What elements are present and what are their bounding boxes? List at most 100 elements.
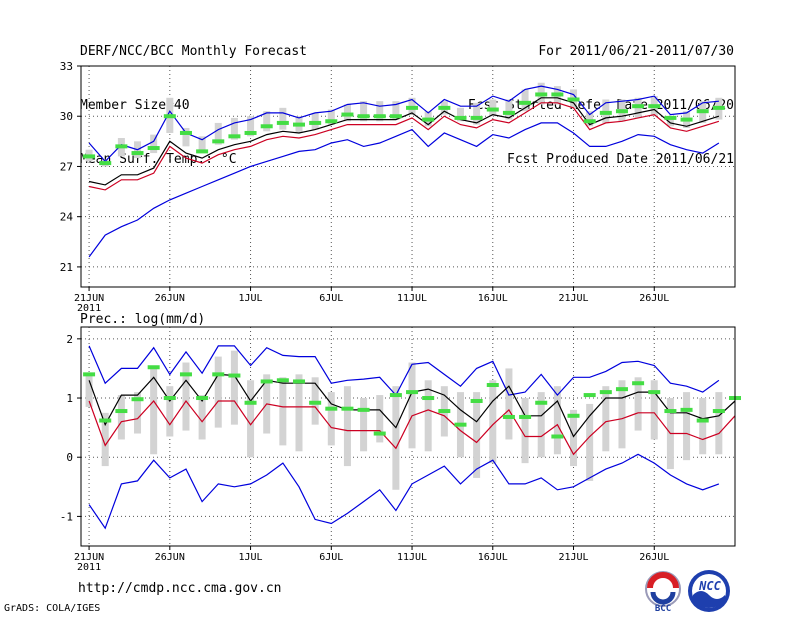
member-bar	[230, 117, 238, 140]
member-bar	[279, 107, 287, 130]
member-bar	[360, 101, 368, 122]
forecast-marker	[179, 372, 192, 377]
member-bar	[150, 134, 158, 154]
grid	[81, 327, 735, 546]
y-tick-label: -1	[60, 510, 73, 523]
member-bar	[489, 380, 497, 464]
forecast-marker	[341, 406, 354, 411]
series-line-upper-envelope	[88, 85, 719, 163]
forecast-marker	[648, 104, 661, 109]
forecast-marker	[196, 396, 209, 401]
forecast-marker	[276, 378, 289, 383]
member-bar	[247, 116, 255, 137]
forecast-marker	[567, 97, 580, 102]
forecast-marker	[615, 109, 628, 114]
member-bar	[343, 386, 351, 467]
member-bar	[715, 392, 723, 455]
x-tick-label: 21JUL	[558, 552, 588, 563]
member-bar	[666, 116, 674, 127]
x-tick-label: 21JUN	[74, 293, 104, 304]
member-bar	[263, 111, 271, 132]
series-line-upper-envelope	[88, 345, 720, 397]
forecast-marker	[712, 409, 725, 414]
member-bar	[699, 398, 707, 455]
forecast-marker	[309, 120, 322, 125]
member-bar	[150, 365, 158, 455]
forecast-marker	[486, 107, 499, 112]
forecast-marker	[664, 115, 677, 120]
forecast-marker	[470, 398, 483, 403]
series-line-lower-line	[88, 399, 736, 456]
member-bar	[586, 403, 594, 481]
forecast-marker	[599, 390, 612, 395]
member-bar	[295, 374, 303, 452]
member-bar	[134, 392, 142, 434]
chart-title: DERF/NCC/BCC Monthly Forecast	[80, 44, 307, 59]
y-tick-label: 24	[60, 211, 74, 224]
forecast-marker	[179, 130, 192, 135]
member-bar	[602, 386, 610, 452]
member-bar	[473, 392, 481, 478]
member-bar	[392, 101, 400, 120]
forecast-marker	[83, 372, 96, 377]
member-bar	[392, 386, 400, 490]
x-tick-label: 26JUN	[155, 552, 185, 563]
member-bar	[182, 127, 190, 147]
member-bar	[279, 377, 287, 446]
forecast-marker	[115, 409, 128, 414]
member-bar	[553, 386, 561, 455]
member-bar	[618, 380, 626, 449]
forecast-marker	[389, 114, 402, 119]
forecast-marker	[309, 400, 322, 405]
forecast-marker	[373, 114, 386, 119]
forecast-marker	[567, 413, 580, 418]
forecast-marker	[131, 151, 144, 156]
y-tick-label: 27	[60, 160, 73, 173]
member-bar	[376, 395, 384, 443]
forecast-marker	[664, 409, 677, 414]
forecast-marker	[389, 393, 402, 398]
member-bar	[521, 89, 529, 112]
forecast-marker	[632, 381, 645, 386]
member-bar	[214, 356, 222, 428]
x-tick-label: 11JUL	[397, 552, 427, 563]
member-bar	[327, 109, 335, 125]
forecast-marker	[260, 379, 273, 384]
member-bar	[85, 374, 93, 407]
forecast-marker	[712, 105, 725, 110]
forecast-marker	[99, 161, 112, 166]
forecast-marker	[196, 149, 209, 154]
member-bar	[408, 362, 416, 449]
x-tick-label: 26JUL	[639, 293, 669, 304]
forecast-marker	[680, 117, 693, 122]
member-size: Member Size=40	[80, 98, 190, 113]
forecast-marker	[260, 124, 273, 129]
plot-frame	[80, 326, 736, 547]
forecast-marker	[293, 122, 305, 127]
forecast-marker	[131, 397, 144, 402]
forecast-marker	[454, 422, 467, 427]
forecast-marker	[357, 114, 370, 119]
x-tick-label: 26JUN	[155, 293, 185, 304]
panel-title: Prec.: log(mm/d)	[80, 312, 205, 327]
forecast-marker	[535, 400, 548, 405]
forecast-marker	[212, 372, 225, 377]
forecast-marker	[422, 396, 435, 401]
forecast-marker	[551, 92, 564, 97]
member-bar	[327, 392, 335, 446]
forecast-marker	[519, 100, 532, 105]
x-tick-label: 26JUL	[639, 552, 669, 563]
member-bar	[101, 412, 109, 467]
member-bar	[505, 368, 513, 440]
forecast-marker	[422, 117, 435, 122]
forecast-marker	[406, 390, 419, 395]
member-bar	[182, 362, 190, 431]
forecast-range: For 2011/06/21-2011/07/30	[538, 44, 734, 59]
forecast-marker	[212, 139, 225, 144]
member-bar	[198, 395, 206, 440]
forecast-marker	[615, 387, 628, 392]
forecast-marker	[583, 119, 596, 124]
forecast-marker	[373, 431, 386, 436]
member-bar	[683, 392, 691, 461]
